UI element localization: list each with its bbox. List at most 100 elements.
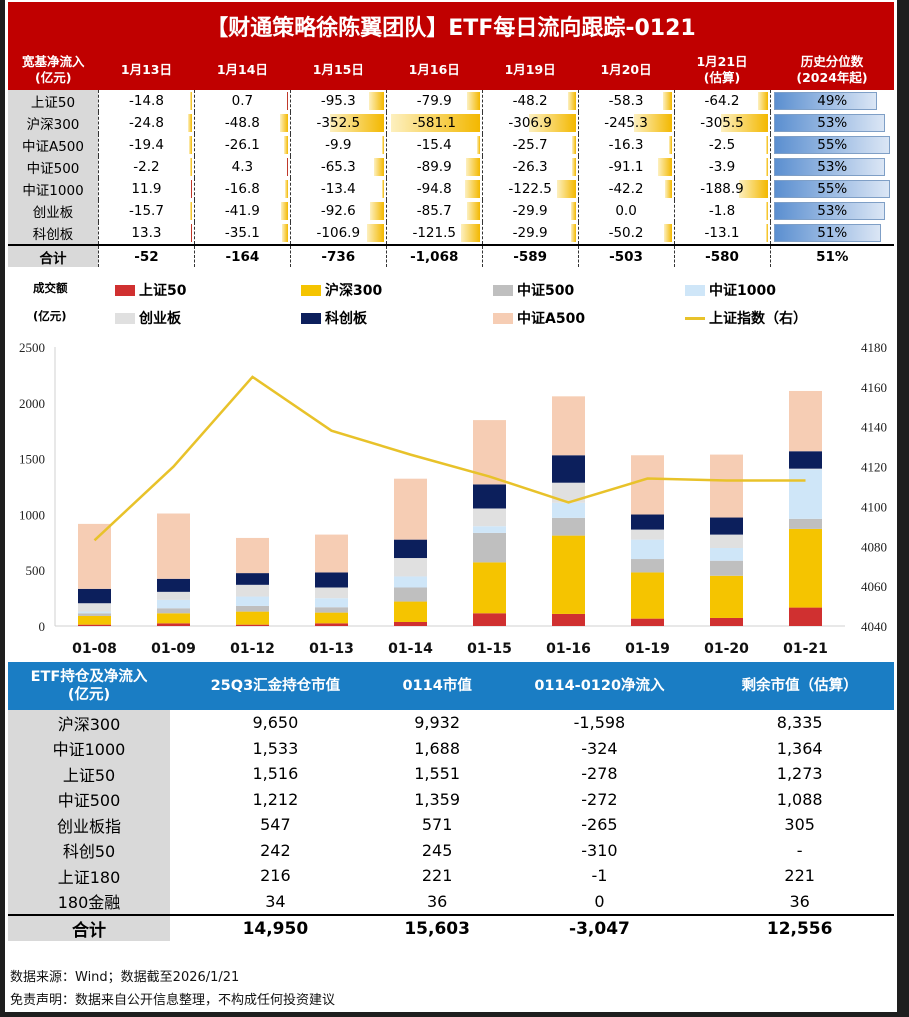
- flow-cell: -26.1: [193, 134, 291, 156]
- legend-label: 中证1000: [709, 283, 776, 299]
- outflow-databar: [720, 114, 768, 132]
- percentile-value: 53%: [817, 159, 848, 175]
- y2-tick-label: 4160: [861, 380, 887, 395]
- flow-value: -95.3: [320, 93, 356, 109]
- table-row: 180金融 34 36 0 36: [8, 888, 894, 915]
- legend-swatch: [493, 312, 513, 324]
- holdings-value: 1,551: [414, 764, 461, 784]
- flow-value: -25.7: [512, 137, 548, 153]
- outflow-databar: [189, 202, 192, 220]
- bar-segment-上证50: [552, 613, 585, 626]
- flow-value: -26.3: [512, 159, 548, 175]
- y-tick-label: 2000: [19, 396, 45, 411]
- bar-segment-科创板: [157, 578, 190, 592]
- x-tick-label: 01-16: [546, 641, 591, 657]
- flow-value: -16.3: [608, 137, 644, 153]
- percentile-value: 51%: [817, 225, 848, 241]
- legend-swatch: [115, 284, 135, 296]
- holdings-value: -310: [581, 840, 618, 860]
- flow-value: -48.8: [224, 115, 260, 131]
- holdings-value: -: [796, 840, 803, 860]
- total-row: 合计 14,950 15,603 -3,047 12,556: [8, 914, 894, 941]
- legend-swatch: [301, 312, 321, 324]
- table-row: 中证1000 11.9 -16.8 -13.4 -94.8 -122.5 -42.2 -188…: [8, 178, 894, 200]
- report-card: 【财通策略徐陈翼团队】ETF每日流向跟踪-0121 宽基净流入 (亿元) 1月13日…: [5, 0, 897, 1012]
- outflow-databar: [189, 92, 192, 110]
- header-text: 历史分位数: [800, 54, 864, 69]
- flow-cell: -503: [577, 244, 675, 267]
- outflow-databar: [381, 136, 384, 154]
- bar-segment-科创板: [552, 455, 585, 483]
- row-label: 上证180: [8, 863, 170, 889]
- holdings-value: -3,047: [493, 914, 706, 941]
- bar-segment-中证500: [394, 587, 427, 602]
- flow-cell: -48.2: [481, 90, 579, 112]
- row-label: 上证50: [8, 90, 99, 112]
- flow-value: -48.2: [512, 93, 548, 109]
- holdings-column-header: 25Q3汇金持仓市值: [170, 662, 381, 710]
- flow-cell: 0.7: [193, 90, 291, 112]
- percentile-cell: 53%: [769, 200, 894, 222]
- percentile-cell: 51%: [769, 244, 894, 267]
- outflow-databar: [568, 92, 576, 110]
- flow-cell: -29.9: [481, 222, 579, 245]
- table-row: 上证180 216 221 -1 221: [8, 863, 894, 889]
- flow-value: -306.9: [508, 115, 552, 131]
- flow-cell: -14.8: [98, 90, 195, 112]
- y-tick-label: 0: [39, 619, 46, 634]
- x-tick-label: 01-14: [388, 641, 433, 657]
- date-column-header: 1月19日: [482, 50, 579, 90]
- outflow-databar: [369, 92, 384, 110]
- flow-cell: -95.3: [289, 90, 387, 112]
- holdings-value: -324: [581, 738, 618, 758]
- data-source-note: 数据来源：Wind；数据截至2026/1/21: [10, 970, 240, 985]
- corner-header: 宽基净流入 (亿元): [8, 50, 99, 90]
- holdings-value: 36: [426, 891, 448, 911]
- holdings-value: 14,950: [170, 914, 381, 941]
- flow-cell: -91.1: [577, 156, 675, 178]
- outflow-databar: [571, 136, 576, 154]
- table-row: 创业板 -15.7 -41.9 -92.6 -85.7 -29.9 0.0 -1.8 53%: [8, 200, 894, 222]
- outflow-databar: [465, 180, 480, 198]
- flow-value: -29.9: [512, 225, 548, 241]
- header-text: (2024年起): [796, 70, 868, 85]
- flow-value: -14.8: [128, 93, 164, 109]
- holdings-value: 9,650: [252, 713, 299, 733]
- outflow-databar: [657, 158, 672, 176]
- outflow-databar: [528, 114, 576, 132]
- flow-cell: -306.9: [481, 112, 579, 134]
- bar-segment-沪深300: [394, 601, 427, 622]
- outflow-databar: [765, 136, 768, 154]
- outflow-databar: [633, 114, 672, 132]
- percentile-cell: 53%: [769, 112, 894, 134]
- legend-item: 上证指数（右）: [685, 308, 807, 328]
- header-text: 1月21日: [696, 54, 748, 69]
- flow-cell: -2.5: [673, 134, 770, 156]
- x-tick-label: 01-09: [151, 641, 196, 657]
- bar-segment-上证50: [710, 617, 743, 626]
- row-label: 中证500: [8, 156, 99, 178]
- holdings-value: 1,688: [414, 738, 461, 758]
- legend-swatch: [493, 284, 513, 296]
- bar-segment-中证A500: [394, 478, 427, 540]
- bar-segment-上证50: [78, 624, 111, 626]
- bar-segment-上证50: [236, 624, 269, 626]
- row-label: 合计: [8, 914, 170, 941]
- outflow-databar: [669, 136, 672, 154]
- flow-value: -352.5: [316, 115, 361, 131]
- legend-label: 上证指数（右）: [709, 311, 807, 327]
- percentile-cell: 55%: [769, 178, 894, 200]
- holdings-value: -272: [581, 789, 618, 809]
- flow-value: -19.4: [128, 137, 164, 153]
- flow-value: -121.5: [412, 225, 456, 241]
- y-tick-label: 500: [26, 563, 46, 578]
- flow-cell: -245.3: [577, 112, 675, 134]
- inflow-databar: [286, 158, 288, 176]
- flow-cell: -92.6: [289, 200, 387, 222]
- date-column-header: 1月15日: [290, 50, 387, 90]
- bar-segment-上证50: [473, 613, 506, 626]
- percentile-databar: [773, 202, 886, 220]
- row-label: 中证1000: [8, 735, 170, 761]
- flow-value: -13.1: [704, 225, 740, 241]
- bar-segment-创业板: [631, 529, 664, 540]
